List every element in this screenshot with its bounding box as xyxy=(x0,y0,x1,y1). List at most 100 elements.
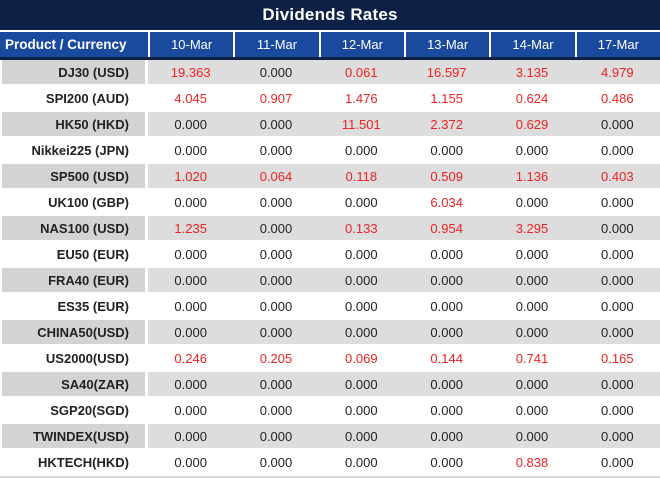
column-header-17-mar: 17-Mar xyxy=(574,32,660,57)
rate-value: 16.597 xyxy=(404,60,490,84)
rate-value: 0.000 xyxy=(404,398,490,422)
rate-value: 0.000 xyxy=(404,138,490,162)
rate-value: 0.000 xyxy=(148,450,234,474)
rate-value: 1.136 xyxy=(489,164,575,188)
rate-value: 0.000 xyxy=(233,112,319,136)
product-label: UK100 (GBP) xyxy=(0,190,148,214)
rate-value: 0.000 xyxy=(318,294,404,318)
rate-value: 0.000 xyxy=(233,398,319,422)
table-row: SA40(ZAR) 0.000 0.000 0.000 0.000 0.000 … xyxy=(0,372,660,398)
rate-value: 6.034 xyxy=(404,190,490,214)
product-label: HK50 (HKD) xyxy=(0,112,148,136)
rate-value: 0.000 xyxy=(574,424,660,448)
rate-value: 0.000 xyxy=(574,190,660,214)
table-row: DJ30 (USD) 19.363 0.000 0.061 16.597 3.1… xyxy=(0,60,660,86)
rate-value: 11.501 xyxy=(318,112,404,136)
rate-value: 0.000 xyxy=(404,320,490,344)
rate-value: 0.000 xyxy=(574,112,660,136)
rate-value: 4.045 xyxy=(148,86,234,110)
rate-value: 0.000 xyxy=(574,138,660,162)
rate-value: 0.000 xyxy=(318,242,404,266)
rate-value: 0.000 xyxy=(318,424,404,448)
rate-value: 0.061 xyxy=(318,60,404,84)
rate-value: 0.000 xyxy=(489,294,575,318)
product-label: SP500 (USD) xyxy=(0,164,148,188)
rate-value: 0.000 xyxy=(233,320,319,344)
rate-value: 2.372 xyxy=(404,112,490,136)
rate-value: 0.000 xyxy=(148,424,234,448)
table-row: US2000(USD) 0.246 0.205 0.069 0.144 0.74… xyxy=(0,346,660,372)
rate-value: 0.000 xyxy=(233,190,319,214)
product-label: SGP20(SGD) xyxy=(0,398,148,422)
rate-value: 0.000 xyxy=(233,268,319,292)
rate-value: 4.979 xyxy=(574,60,660,84)
rate-value: 0.000 xyxy=(318,450,404,474)
rate-value: 1.155 xyxy=(404,86,490,110)
rate-value: 0.000 xyxy=(233,138,319,162)
table-row: CHINA50(USD) 0.000 0.000 0.000 0.000 0.0… xyxy=(0,320,660,346)
table-body: DJ30 (USD) 19.363 0.000 0.061 16.597 3.1… xyxy=(0,60,660,476)
table-row: NAS100 (USD) 1.235 0.000 0.133 0.954 3.2… xyxy=(0,216,660,242)
product-label: DJ30 (USD) xyxy=(0,60,148,84)
rate-value: 0.624 xyxy=(489,86,575,110)
bottom-row-sliver xyxy=(0,476,660,478)
header-row: Product / Currency 10-Mar 11-Mar 12-Mar … xyxy=(0,32,660,60)
product-label: US2000(USD) xyxy=(0,346,148,370)
rate-value: 0.064 xyxy=(233,164,319,188)
rate-value: 0.069 xyxy=(318,346,404,370)
rate-value: 0.000 xyxy=(233,242,319,266)
product-label: SA40(ZAR) xyxy=(0,372,148,396)
product-label: Nikkei225 (JPN) xyxy=(0,138,148,162)
rate-value: 0.000 xyxy=(404,242,490,266)
product-label: EU50 (EUR) xyxy=(0,242,148,266)
rate-value: 0.000 xyxy=(574,242,660,266)
table-row: SGP20(SGD) 0.000 0.000 0.000 0.000 0.000… xyxy=(0,398,660,424)
rate-value: 0.000 xyxy=(574,268,660,292)
rate-value: 0.000 xyxy=(489,268,575,292)
product-label: CHINA50(USD) xyxy=(0,320,148,344)
table-row: HKTECH(HKD) 0.000 0.000 0.000 0.000 0.83… xyxy=(0,450,660,476)
product-label: HKTECH(HKD) xyxy=(0,450,148,474)
rate-value: 0.907 xyxy=(233,86,319,110)
column-header-product-currency: Product / Currency xyxy=(0,32,148,57)
rate-value: 1.476 xyxy=(318,86,404,110)
rate-value: 0.000 xyxy=(318,268,404,292)
rate-value: 0.000 xyxy=(233,372,319,396)
rate-value: 0.000 xyxy=(574,398,660,422)
table-row: Nikkei225 (JPN) 0.000 0.000 0.000 0.000 … xyxy=(0,138,660,164)
table-row: SPI200 (AUD) 4.045 0.907 1.476 1.155 0.6… xyxy=(0,86,660,112)
rate-value: 0.000 xyxy=(233,450,319,474)
rate-value: 0.000 xyxy=(318,190,404,214)
table-row: TWINDEX(USD) 0.000 0.000 0.000 0.000 0.0… xyxy=(0,424,660,450)
rate-value: 0.000 xyxy=(489,372,575,396)
column-header-14-mar: 14-Mar xyxy=(489,32,575,57)
rate-value: 1.020 xyxy=(148,164,234,188)
column-header-11-mar: 11-Mar xyxy=(233,32,319,57)
rate-value: 0.000 xyxy=(574,320,660,344)
table-title: Dividends Rates xyxy=(0,0,660,30)
title-divider xyxy=(0,30,660,32)
rate-value: 0.000 xyxy=(148,138,234,162)
rate-value: 0.000 xyxy=(148,112,234,136)
rate-value: 0.000 xyxy=(489,138,575,162)
rate-value: 0.000 xyxy=(233,424,319,448)
rate-value: 0.000 xyxy=(148,320,234,344)
rate-value: 0.000 xyxy=(148,190,234,214)
table-row: UK100 (GBP) 0.000 0.000 0.000 6.034 0.00… xyxy=(0,190,660,216)
rate-value: 0.954 xyxy=(404,216,490,240)
rate-value: 0.000 xyxy=(489,398,575,422)
rate-value: 0.000 xyxy=(574,216,660,240)
rate-value: 0.205 xyxy=(233,346,319,370)
rate-value: 0.000 xyxy=(404,424,490,448)
rate-value: 0.000 xyxy=(489,242,575,266)
rate-value: 0.838 xyxy=(489,450,575,474)
rate-value: 0.000 xyxy=(318,138,404,162)
rate-value: 0.000 xyxy=(318,320,404,344)
rate-value: 0.000 xyxy=(574,294,660,318)
rate-value: 0.000 xyxy=(489,424,575,448)
rate-value: 0.000 xyxy=(233,216,319,240)
rate-value: 0.000 xyxy=(148,398,234,422)
rate-value: 0.000 xyxy=(574,450,660,474)
rate-value: 0.000 xyxy=(318,398,404,422)
